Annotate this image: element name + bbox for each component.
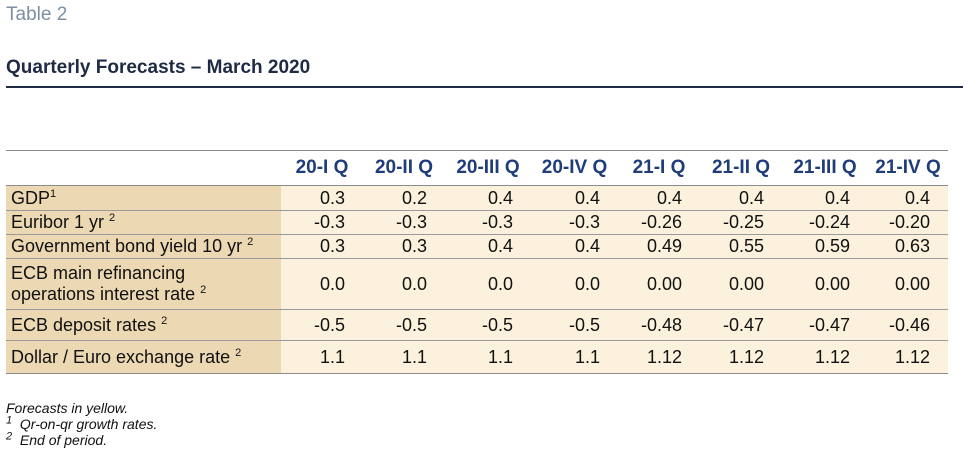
table-cell: 0.4 [868,185,948,211]
table-cell: 0.63 [868,234,948,259]
footnote-mark: 2 [235,346,242,359]
forecast-table: 20-I Q 20-II Q 20-III Q 20-IV Q 21-I Q 2… [6,150,948,374]
table-cell: 0.0 [445,258,531,310]
footnote-2: 2 End of period. [6,430,108,448]
column-header: 20-III Q [445,150,531,186]
table-number-label: Table 2 [6,4,68,25]
table-row-ecb-main-refinancing: ECB main refinancing operations interest … [6,258,948,310]
table-cell: -0.3 [281,210,363,235]
footnote-mark: 2 [161,314,168,327]
table-cell: 1.1 [281,340,363,374]
header-row: 20-I Q 20-II Q 20-III Q 20-IV Q 21-I Q 2… [6,150,948,186]
table-cell: 0.4 [700,185,782,211]
footnote-mark: 1 [6,414,13,427]
table-cell: 0.4 [531,185,618,211]
table-cell: -0.46 [868,309,948,341]
column-header: 20-II Q [363,150,445,186]
row-label: GDP1 [6,185,281,211]
row-label: Dollar / Euro exchange rate 2 [6,340,281,374]
row-label: ECB deposit rates 2 [6,309,281,341]
table-cell: -0.5 [531,309,618,341]
table-row-ecb-deposit-rates: ECB deposit rates 2 -0.5 -0.5 -0.5 -0.5 … [6,309,948,341]
table-row-euribor: Euribor 1 yr 2 -0.3 -0.3 -0.3 -0.3 -0.26… [6,210,948,235]
table-cell: 0.49 [618,234,700,259]
table-cell: -0.48 [618,309,700,341]
table-cell: 1.12 [700,340,782,374]
table-cell: 0.0 [531,258,618,310]
table-row-gdp: GDP1 0.3 0.2 0.4 0.4 0.4 0.4 0.4 0.4 [6,185,948,211]
table-cell: 0.59 [782,234,868,259]
table-cell: -0.20 [868,210,948,235]
footnote-1: 1 Qr-on-qr growth rates. [6,414,158,432]
header-corner-cell [6,150,281,186]
table-cell: 0.55 [700,234,782,259]
table-cell: 0.0 [281,258,363,310]
table-cell: 0.0 [363,258,445,310]
table-cell: -0.5 [363,309,445,341]
title-divider [6,86,963,88]
table-cell: 0.4 [782,185,868,211]
row-label: ECB main refinancing operations interest … [6,258,281,310]
table-title: Quarterly Forecasts – March 2020 [6,57,311,78]
row-label: Government bond yield 10 yr 2 [6,234,281,259]
table-cell: -0.47 [700,309,782,341]
table-cell: 0.4 [531,234,618,259]
table-cell: -0.26 [618,210,700,235]
table-row-government-bond-yield: Government bond yield 10 yr 2 0.3 0.3 0.… [6,234,948,259]
footnote-mark: 1 [50,187,57,200]
table-cell: 0.3 [281,185,363,211]
table-cell: -0.5 [445,309,531,341]
table-cell: 0.00 [618,258,700,310]
table-cell: 1.12 [868,340,948,374]
footnote-mark: 2 [200,284,207,296]
table-cell: 0.3 [363,234,445,259]
table-cell: 1.12 [618,340,700,374]
table-cell: 0.4 [445,185,531,211]
table-cell: 0.4 [445,234,531,259]
table-row-dollar-euro-exchange: Dollar / Euro exchange rate 2 1.1 1.1 1.… [6,340,948,374]
table-cell: 1.1 [531,340,618,374]
table-cell: -0.3 [363,210,445,235]
table-cell: -0.24 [782,210,868,235]
column-header: 21-I Q [618,150,700,186]
forecast-table-container: 20-I Q 20-II Q 20-III Q 20-IV Q 21-I Q 2… [6,150,948,374]
table-cell: 1.1 [363,340,445,374]
table-cell: -0.25 [700,210,782,235]
footnote-mark: 2 [109,212,116,224]
column-header: 21-II Q [700,150,782,186]
table-cell: -0.47 [782,309,868,341]
column-header: 21-IV Q [868,150,948,186]
table-cell: 0.2 [363,185,445,211]
table-footnotes: Forecasts in yellow. 1 Qr-on-qr growth r… [6,400,157,448]
table-cell: 1.12 [782,340,868,374]
table-cell: -0.3 [531,210,618,235]
table-cell: 1.1 [445,340,531,374]
footnote-mark: 2 [6,430,13,443]
table-cell: -0.5 [281,309,363,341]
table-cell: 0.4 [618,185,700,211]
row-label: Euribor 1 yr 2 [6,210,281,235]
table-cell: 0.00 [700,258,782,310]
table-cell: 0.3 [281,234,363,259]
table-cell: 0.00 [868,258,948,310]
footnote-mark: 2 [247,236,254,248]
column-header: 20-IV Q [531,150,618,186]
column-header: 20-I Q [281,150,363,186]
column-header: 21-III Q [782,150,868,186]
footnote-forecasts: Forecasts in yellow. [6,400,129,416]
table-cell: 0.00 [782,258,868,310]
table-cell: -0.3 [445,210,531,235]
